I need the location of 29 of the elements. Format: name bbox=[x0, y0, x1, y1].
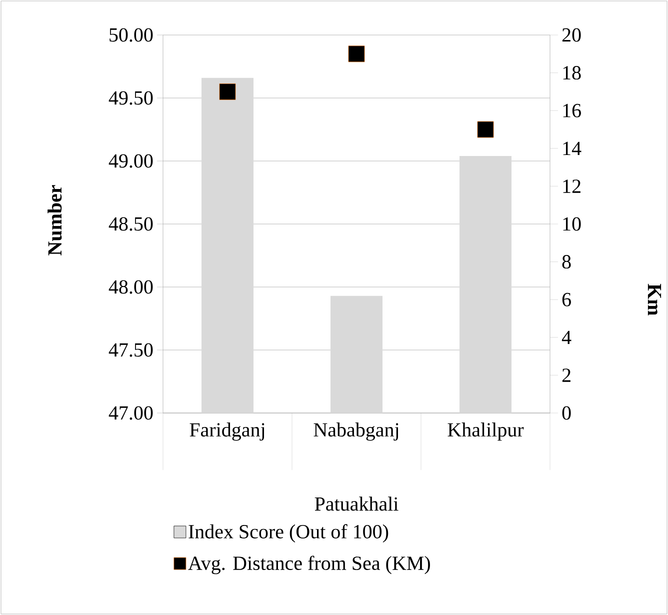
y2-tick-label: 4 bbox=[562, 330, 572, 344]
y2-tick-label: 8 bbox=[562, 255, 571, 269]
y-tick-label: 48.50 bbox=[108, 217, 153, 231]
y-tick-label: 50.00 bbox=[110, 28, 153, 42]
y2-tick-label: 16 bbox=[563, 104, 581, 118]
y2-tick-label: 18 bbox=[563, 66, 581, 80]
point bbox=[477, 121, 494, 138]
y-tick-label: 49.00 bbox=[108, 154, 153, 168]
y2-tick-label: 12 bbox=[563, 180, 580, 193]
legend-label: Avg. Distance from Sea (KM) bbox=[188, 556, 430, 574]
legend-label: Index Score (Out of 100) bbox=[188, 524, 388, 543]
y-tick-label: 47.00 bbox=[108, 406, 153, 420]
y-tick-label: 47.50 bbox=[108, 343, 153, 357]
x-tick-label: Nababganj bbox=[314, 422, 398, 441]
point bbox=[348, 46, 365, 62]
y-axis-title: Number bbox=[48, 185, 62, 256]
y2-tick-label: 0 bbox=[562, 406, 571, 420]
x-tick-label: Faridganj bbox=[190, 422, 264, 441]
y-tick-label: 49.50 bbox=[108, 91, 153, 105]
y2-tick-label: 20 bbox=[562, 28, 581, 42]
y2-tick-label: 2 bbox=[562, 368, 570, 382]
y2-tick-label: 10 bbox=[563, 217, 581, 231]
x-axis-title: Patuakhali bbox=[314, 496, 398, 511]
y-tick-label: 48.00 bbox=[108, 280, 153, 294]
y2-tick-label: 14 bbox=[563, 142, 582, 155]
y2-tick-label: 6 bbox=[562, 292, 571, 306]
y2-axis-title: Km bbox=[648, 284, 662, 316]
point bbox=[219, 83, 236, 100]
x-tick-label: Khalilpur bbox=[448, 422, 524, 441]
